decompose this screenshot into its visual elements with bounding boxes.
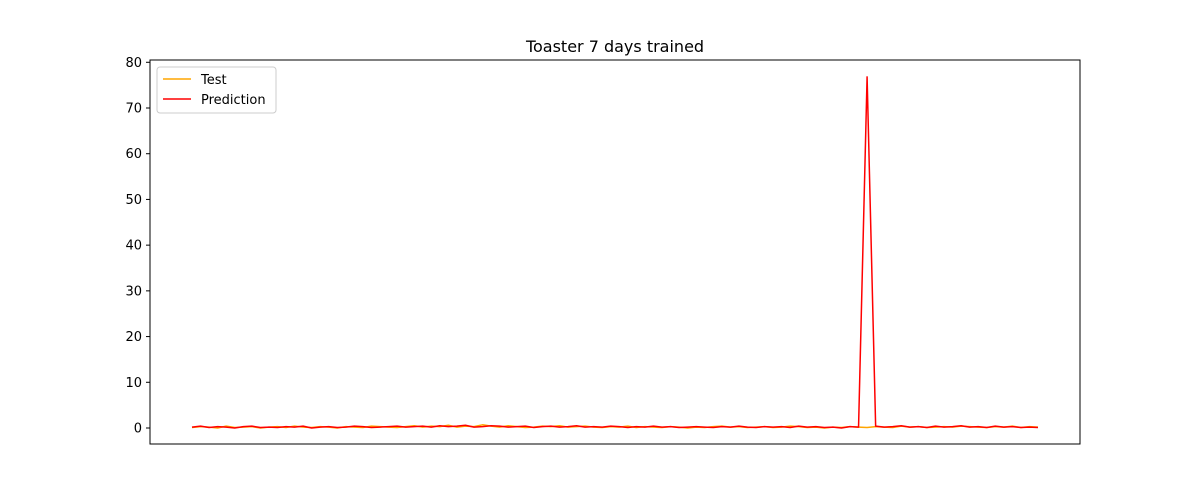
series-line-prediction [191, 76, 1039, 429]
y-axis: 0 10 20 30 40 50 60 70 80 [125, 56, 150, 437]
legend: Test Prediction [156, 66, 277, 114]
y-tick-label: 60 [125, 147, 142, 162]
y-tick-label: 80 [125, 56, 142, 71]
legend-label-test: Test [200, 73, 227, 88]
plot-frame [149, 59, 1081, 445]
y-tick-label: 70 [125, 102, 142, 117]
series-layer [191, 76, 1039, 429]
y-tick-label: 40 [125, 239, 142, 254]
y-tick-label: 50 [125, 193, 142, 208]
y-tick-label: 30 [125, 284, 142, 299]
y-tick-label: 0 [134, 422, 142, 437]
y-tick-label: 20 [125, 330, 142, 345]
y-tick-label: 10 [125, 376, 142, 391]
chart-title: Toaster 7 days trained [525, 37, 704, 56]
plot-background [150, 60, 1080, 444]
legend-label-prediction: Prediction [201, 93, 266, 108]
plot-area: 0 10 20 30 40 50 60 70 80 [125, 56, 1081, 445]
